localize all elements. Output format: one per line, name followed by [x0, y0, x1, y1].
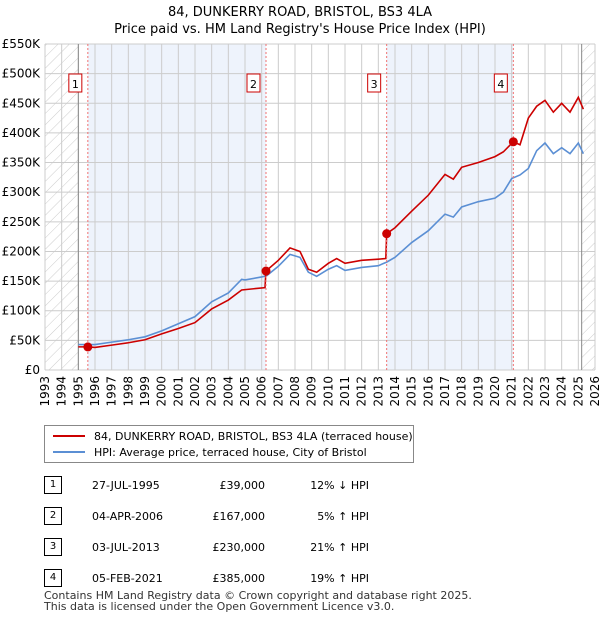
sale-point	[261, 266, 271, 276]
hatched-region	[581, 44, 595, 370]
y-tick-label: £0	[25, 363, 40, 377]
x-tick-label: 1998	[121, 376, 135, 407]
price-chart: 1 2 3 4 1993 1994 1995 1996 1997 1998 1999 2000 2001…	[2, 37, 600, 407]
transaction-row: 2 04-APR-2006 £167,000 5% ↑ HPI	[44, 507, 544, 527]
chart-title: 84, DUNKERRY ROAD, BRISTOL, BS3 4LA	[167, 5, 433, 20]
x-tick-label: 2017	[438, 376, 452, 407]
x-tick-label: 2000	[155, 376, 169, 407]
footer-copyright: Contains HM Land Registry data © Crown c…	[44, 589, 472, 602]
shaded-period	[386, 44, 514, 370]
y-tick-label: £500K	[2, 67, 42, 81]
x-tick-label: 2005	[238, 376, 252, 407]
transaction-number: 2	[44, 507, 62, 525]
x-tick-label: 1995	[71, 376, 85, 407]
sale-label-box	[246, 73, 261, 93]
sale-label: 1	[72, 78, 79, 91]
x-tick-label: 1993	[38, 376, 52, 407]
x-tick-label: 2024	[555, 376, 569, 407]
sale-label: 3	[371, 78, 378, 91]
sale-point	[382, 229, 392, 239]
transaction-date: 03-JUL-2013	[92, 541, 160, 554]
transaction-hpi-diff: 19% ↑ HPI	[310, 572, 369, 585]
y-tick-label: £250K	[2, 215, 42, 229]
transaction-date: 27-JUL-1995	[92, 479, 160, 492]
sale-label-box	[493, 73, 508, 93]
x-tick-label: 2002	[188, 376, 202, 407]
transaction-hpi-diff: 12% ↓ HPI	[310, 479, 369, 492]
x-tick-label: 2006	[255, 376, 269, 407]
x-tick-label: 2009	[305, 376, 319, 407]
transaction-row: 4 05-FEB-2021 £385,000 19% ↑ HPI	[44, 569, 544, 589]
hpi-line	[78, 141, 585, 346]
x-tick-label: 2025	[571, 376, 585, 407]
x-tick-label: 2007	[271, 376, 285, 407]
shaded-period	[87, 44, 266, 370]
sale-label-box	[68, 73, 83, 93]
sale-label-box	[367, 73, 382, 93]
footer-licence: This data is licensed under the Open Gov…	[44, 600, 395, 613]
y-tick-label: £550K	[2, 37, 42, 51]
x-tick-label: 2001	[171, 376, 185, 407]
sale-point	[508, 137, 518, 147]
transaction-price: £39,000	[219, 479, 266, 492]
transaction-row: 1 27-JUL-1995 £39,000 12% ↓ HPI	[44, 476, 544, 496]
x-tick-label: 2011	[338, 376, 352, 407]
property-line-swatch	[53, 435, 85, 437]
y-tick-label: £50K	[9, 333, 41, 347]
hpi-line-swatch	[53, 451, 85, 453]
x-tick-label: 2010	[321, 376, 335, 407]
y-tick-label: £150K	[2, 274, 42, 288]
transaction-number: 4	[44, 569, 62, 587]
transaction-number: 3	[44, 538, 62, 556]
y-tick-label: £200K	[2, 244, 42, 258]
x-tick-label: 2020	[488, 376, 502, 407]
x-tick-label: 2026	[588, 376, 600, 407]
property-price-line	[78, 95, 585, 349]
transaction-price: £385,000	[212, 572, 266, 585]
sale-label: 2	[250, 78, 257, 91]
x-tick-label: 2008	[288, 376, 302, 407]
x-tick-label: 2014	[388, 376, 402, 407]
transaction-hpi-diff: 5% ↑ HPI	[317, 510, 369, 523]
y-tick-label: £100K	[2, 304, 42, 318]
x-tick-label: 2012	[355, 376, 369, 407]
x-tick-label: 2023	[538, 376, 552, 407]
transaction-row: 3 03-JUL-2013 £230,000 21% ↑ HPI	[44, 538, 544, 558]
x-tick-label: 2003	[205, 376, 219, 407]
x-tick-label: 2018	[455, 376, 469, 407]
footer: Contains HM Land Registry data © Crown c…	[44, 590, 472, 612]
x-tick-label: 2004	[221, 376, 235, 407]
x-tick-label: 1994	[55, 376, 69, 407]
y-tick-label: £350K	[2, 156, 42, 170]
x-tick-label: 1999	[138, 376, 152, 407]
legend-hpi: HPI: Average price, terraced house, City…	[94, 445, 367, 459]
y-tick-label: £400K	[2, 126, 42, 140]
legend-property: 84, DUNKERRY ROAD, BRISTOL, BS3 4LA (ter…	[94, 429, 413, 443]
x-tick-label: 2016	[421, 376, 435, 407]
chart-subtitle: Price paid vs. HM Land Registry's House …	[114, 22, 486, 37]
x-tick-label: 2015	[405, 376, 419, 407]
y-tick-label: £300K	[2, 185, 42, 199]
x-tick-label: 2013	[371, 376, 385, 407]
transaction-date: 05-FEB-2021	[92, 572, 163, 585]
x-tick-label: 2022	[521, 376, 535, 407]
x-tick-label: 1996	[88, 376, 102, 407]
x-tick-label: 1997	[105, 376, 119, 407]
legend: 84, DUNKERRY ROAD, BRISTOL, BS3 4LA (ter…	[44, 425, 414, 463]
transaction-price: £167,000	[212, 510, 266, 523]
transaction-number: 1	[44, 476, 62, 494]
x-tick-label: 2019	[471, 376, 485, 407]
sale-label: 4	[497, 78, 504, 91]
y-tick-label: £450K	[2, 96, 42, 110]
transaction-hpi-diff: 21% ↑ HPI	[310, 541, 369, 554]
transaction-price: £230,000	[212, 541, 266, 554]
sale-point	[83, 342, 93, 352]
x-tick-label: 2021	[505, 376, 519, 407]
transaction-date: 04-APR-2006	[92, 510, 164, 523]
